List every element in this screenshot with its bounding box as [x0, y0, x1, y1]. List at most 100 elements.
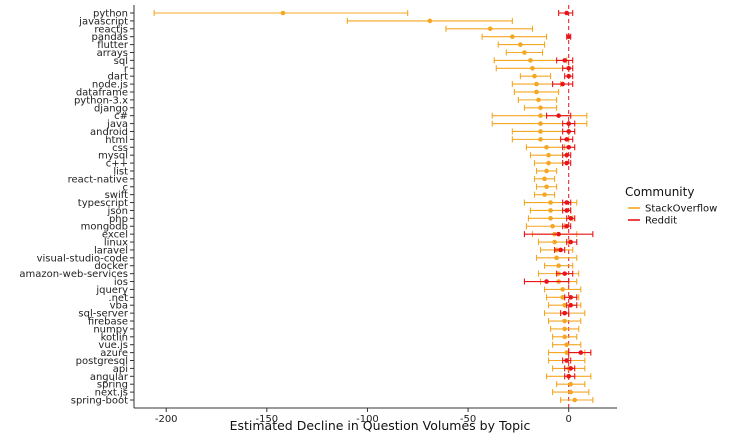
- y-tick-label: reactjs: [94, 24, 128, 35]
- data-point: [548, 208, 553, 213]
- data-point: [487, 26, 493, 32]
- data-point: [568, 239, 574, 245]
- y-tick-label: spring: [97, 380, 128, 391]
- y-tick-label: next.js: [95, 388, 128, 399]
- data-point: [564, 358, 569, 363]
- y-tick-label: android: [90, 127, 128, 138]
- data-point: [562, 310, 567, 316]
- legend-title: Community: [625, 185, 694, 199]
- data-point: [564, 10, 569, 16]
- y-tick-label: vue.js: [98, 340, 128, 351]
- data-point: [510, 34, 515, 39]
- y-tick-label: jquery: [95, 285, 128, 296]
- y-tick-label: excel: [102, 230, 128, 241]
- data-point: [562, 318, 567, 324]
- y-axis: pythonjavascriptreactjspandasflutterarra…: [19, 5, 135, 408]
- data-point: [522, 50, 527, 55]
- data-point: [528, 58, 533, 63]
- data-point: [568, 389, 574, 395]
- y-tick-label: numpy: [93, 324, 128, 335]
- data-point: [568, 381, 574, 387]
- y-tick-label: list: [113, 166, 128, 177]
- x-tick-label: -150: [255, 414, 278, 425]
- data-point: [568, 295, 574, 300]
- y-tick-label: visual-studio-code: [37, 253, 128, 264]
- data-point: [538, 121, 543, 126]
- series-stackoverflow: [153, 10, 594, 403]
- y-tick-label: r: [124, 64, 129, 75]
- y-tick-label: python: [93, 9, 128, 20]
- y-tick-label: html: [105, 135, 128, 146]
- data-point: [542, 176, 547, 182]
- data-point: [564, 350, 569, 355]
- y-tick-label: javascript: [78, 16, 128, 27]
- data-point: [566, 129, 571, 134]
- y-tick-label: kotlin: [101, 332, 128, 343]
- data-point: [560, 81, 565, 87]
- data-point: [546, 152, 551, 158]
- y-tick-label: spring-boot: [71, 396, 128, 407]
- data-point: [562, 58, 567, 63]
- data-point: [542, 192, 547, 197]
- y-tick-label: arrays: [97, 48, 128, 59]
- data-point: [538, 137, 543, 142]
- data-point: [556, 263, 561, 269]
- y-tick-label: sql: [114, 56, 128, 67]
- data-point: [534, 81, 539, 87]
- x-tick-label: -50: [460, 414, 476, 425]
- data-point: [546, 160, 551, 166]
- data-point: [566, 121, 571, 126]
- legend-label-reddit: Reddit: [645, 216, 677, 227]
- data-point: [560, 287, 565, 292]
- legend-label-stackoverflow: StackOverflow: [645, 204, 717, 215]
- data-point: [552, 239, 557, 245]
- data-point: [558, 247, 563, 253]
- data-point: [538, 113, 543, 118]
- y-tick-label: firebase: [88, 317, 128, 328]
- y-tick-label: sql-server: [78, 309, 128, 320]
- x-axis: -200 -150 -100 -50 0: [134, 407, 617, 425]
- data-point: [566, 73, 571, 79]
- data-point: [427, 18, 433, 24]
- data-point: [560, 295, 565, 300]
- data-point: [548, 216, 553, 221]
- y-tick-label: mysql: [98, 151, 128, 162]
- data-point: [544, 144, 549, 150]
- data-point: [566, 374, 571, 379]
- data-point: [538, 129, 543, 134]
- data-point: [548, 200, 553, 205]
- y-tick-label: java: [106, 119, 128, 130]
- data-point: [538, 105, 543, 111]
- y-tick-label: angular: [90, 372, 129, 383]
- data-point: [562, 334, 567, 340]
- y-tick-label: docker: [94, 261, 129, 272]
- data-point: [530, 65, 535, 71]
- y-tick-label: swift: [105, 190, 129, 201]
- y-tick-label: c++: [106, 159, 128, 170]
- data-point: [562, 302, 567, 308]
- data-point: [562, 326, 567, 332]
- y-tick-label: css: [112, 143, 128, 154]
- y-tick-label: dart: [107, 72, 128, 83]
- data-point: [544, 184, 549, 190]
- data-point: [564, 223, 569, 229]
- data-point: [280, 10, 286, 16]
- x-tick-label: -100: [356, 414, 379, 425]
- data-point: [562, 271, 567, 276]
- data-point: [564, 208, 569, 213]
- y-tick-label: react-native: [68, 174, 128, 185]
- data-point: [566, 144, 571, 150]
- y-tick-label: flutter: [97, 40, 129, 51]
- y-tick-label: vba: [110, 301, 128, 312]
- data-point: [534, 89, 539, 95]
- data-point: [566, 34, 571, 39]
- data-point: [564, 200, 569, 205]
- y-tick-label: .net: [108, 293, 128, 304]
- y-tick-label: pandas: [92, 32, 129, 43]
- series-reddit: [523, 10, 594, 380]
- y-tick-label: php: [109, 214, 128, 225]
- data-point: [568, 216, 574, 221]
